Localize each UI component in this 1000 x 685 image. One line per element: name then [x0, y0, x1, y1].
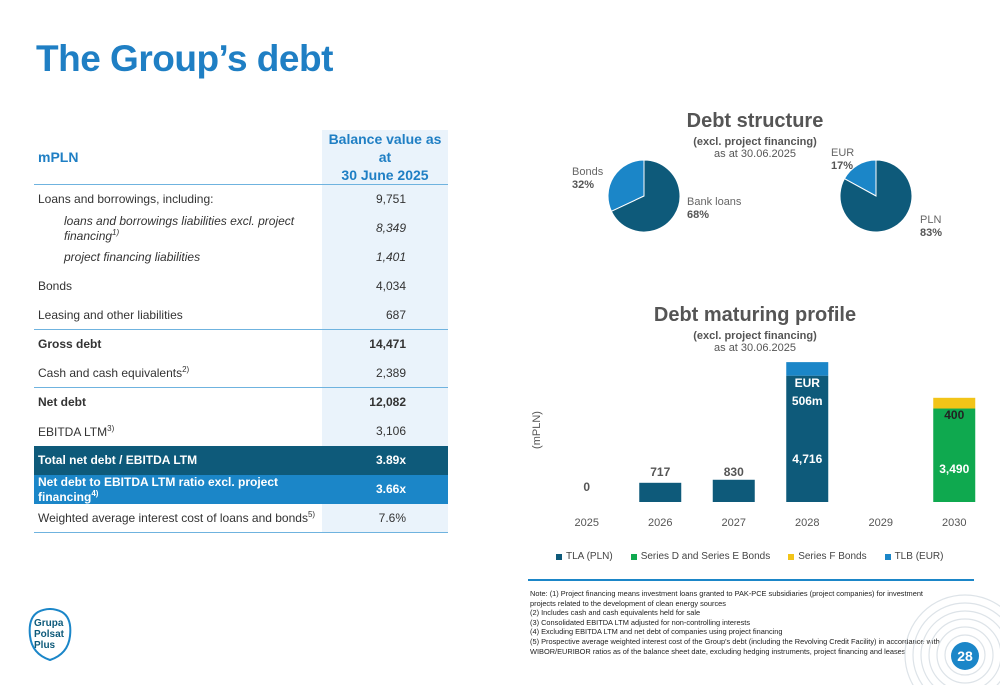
table-header: mPLN Balance value as at 30 June 2025	[34, 130, 448, 185]
data-label: 830	[724, 465, 744, 479]
bar-2030	[933, 408, 976, 502]
x-tick-label: 2027	[722, 517, 746, 529]
x-tick-label: 2028	[795, 517, 819, 529]
debt-structure-title: Debt structure	[686, 110, 824, 132]
company-logo: Grupa Polsat Plus	[28, 608, 72, 664]
pie-slice	[608, 159, 645, 212]
y-axis-label: (mPLN)	[531, 411, 543, 449]
data-label: 400	[944, 408, 964, 422]
x-tick-label: 2030	[942, 517, 966, 529]
table-row: Net debt 12,082	[34, 387, 448, 417]
bar-2028	[786, 375, 829, 502]
data-label: 3,490	[939, 462, 969, 476]
x-tick-label: 2029	[869, 517, 893, 529]
data-label: 717	[650, 465, 670, 479]
header-balance: Balance value as at 30 June 2025	[322, 130, 448, 185]
legend-item: TLB (EUR)	[884, 551, 943, 562]
bar-2030	[933, 397, 976, 409]
notes-divider	[528, 579, 974, 581]
x-tick-label: 2025	[575, 517, 599, 529]
legend-item: Series F Bonds	[788, 551, 867, 562]
bar-2026	[639, 482, 682, 502]
header-unit: mPLN	[34, 130, 322, 185]
page-number: 28	[951, 642, 979, 670]
chart-legend: TLA (PLN) Series D and Series E Bonds Se…	[556, 551, 943, 562]
table-row: Weighted average interest cost of loans …	[34, 503, 448, 533]
bar-2027	[712, 479, 755, 502]
table-row: Bonds 4,034	[34, 271, 448, 301]
legend-item: Series D and Series E Bonds	[630, 551, 770, 562]
pie-label-bonds: Bonds 32%	[572, 166, 604, 191]
table-row: Total net debt / EBITDA LTM 3.89x	[34, 445, 448, 475]
data-label: 0	[583, 480, 590, 494]
table-row: project financing liabilities 1,401	[34, 242, 448, 272]
table-row: Loans and borrowings, including: 9,751	[34, 184, 448, 214]
pie-currency	[840, 159, 912, 233]
x-tick-label: 2026	[648, 517, 672, 529]
legend-item: TLA (PLN)	[556, 551, 613, 562]
pie-slice	[840, 159, 912, 233]
data-label: 4,716	[792, 452, 822, 466]
bar-2028	[786, 362, 829, 376]
debt-structure-subtitle: (excl. project financing) as at 30.06.202…	[693, 136, 817, 160]
footnotes: Note: (1) Project financing means invest…	[530, 589, 940, 656]
data-label: 506m	[792, 394, 823, 408]
maturing-chart: (mPLN) 2025 2026 2027 2028 2029 2030 0 717 830 4,7…	[531, 362, 976, 529]
debt-table: mPLN Balance value as at 30 June 2025 Loa…	[34, 130, 448, 533]
table-row: Cash and cash equivalents2) 2,389	[34, 358, 448, 388]
maturing-subtitle: (excl. project financing) as at 30.06.202…	[693, 330, 817, 354]
pie-label-pln: PLN 83%	[920, 214, 943, 239]
data-label: EUR	[795, 376, 821, 390]
table-row: Leasing and other liabilities 687	[34, 300, 448, 330]
pie-instrument	[608, 159, 680, 233]
decorative-rings	[904, 594, 1000, 685]
page-title: The Group’s debt	[36, 38, 333, 79]
table-row: Gross debt 14,471	[34, 329, 448, 359]
pie-label-eur: EUR 17%	[831, 147, 855, 172]
table-row: loans and borrowings liabilities excl. p…	[34, 213, 448, 243]
maturing-title: Debt maturing profile	[653, 304, 857, 326]
table-row: Net debt to EBITDA LTM ratio excl. proje…	[34, 474, 448, 504]
table-row: EBITDA LTM3) 3,106	[34, 416, 448, 446]
pie-slice	[610, 159, 680, 233]
pie-label-bank-loans: Bank loans 68%	[687, 196, 742, 221]
